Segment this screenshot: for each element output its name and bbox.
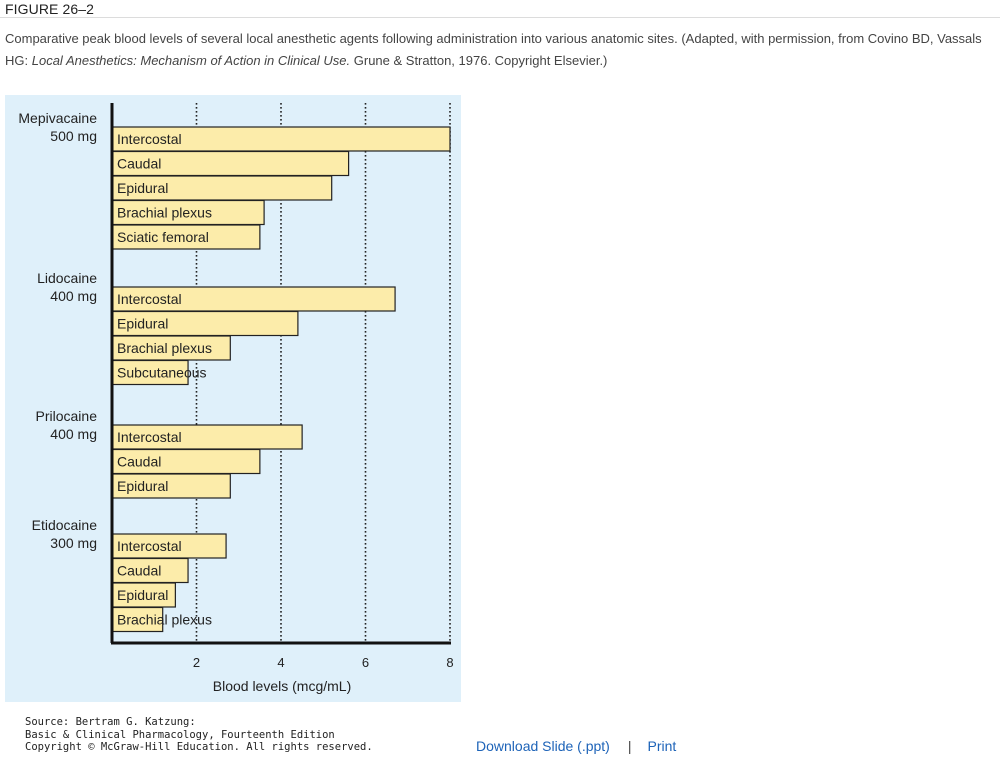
x-axis-title: Blood levels (mcg/mL) [213,678,352,694]
x-tick-label: 4 [277,655,284,670]
bar [111,448,261,475]
bar [111,224,261,250]
x-tick-label: 6 [362,655,369,670]
agent-label: Prilocaine [36,408,98,424]
bar [111,150,350,177]
bar [111,199,265,226]
bar [111,286,396,312]
bar-site-label: Intercostal [117,538,182,554]
bar-site-label: Brachial plexus [117,340,212,356]
source-book: Basic & Clinical Pharmacology, Fourteent… [25,728,335,741]
print-link[interactable]: Print [647,738,677,754]
bar-site-label: Subcutaneous [117,365,207,381]
figure-caption: Comparative peak blood levels of several… [5,28,995,72]
bar [111,473,231,499]
bar-site-label: Epidural [117,316,168,332]
slide-actions: Download Slide (.ppt) | Print [476,738,676,754]
bar-site-label: Caudal [117,156,161,172]
caption-tail: Grune & Stratton, 1976. Copyright Elsevi… [350,53,608,68]
bar-site-label: Caudal [117,563,161,579]
bar-site-label: Caudal [117,454,161,470]
bar-site-label: Brachial plexus [117,205,212,221]
download-slide-link[interactable]: Download Slide (.ppt) [476,738,610,754]
bar-chart: Mepivacaine 500 mg Intercostal Caudal Epidur… [18,103,454,694]
bar [111,606,164,633]
bar-site-label: Sciatic femoral [117,229,209,245]
agent-label: Lidocaine [37,270,97,286]
title-divider [0,17,1000,18]
agent-label: Etidocaine [32,517,98,533]
figure-image-chart: Mepivacaine 500 mg Intercostal Caudal Epidur… [5,95,461,702]
caption-book-title: Local Anesthetics: Mechanism of Action i… [31,53,351,68]
agent-label: Mepivacaine [18,110,97,126]
source-copyright: Copyright © McGraw-Hill Education. All r… [25,741,373,754]
bar-site-label: Epidural [117,180,168,196]
dose-label: 400 mg [50,426,97,442]
bar [111,126,451,152]
caption-text: Comparative peak blood levels of several… [5,31,982,68]
action-separator: | [627,738,632,754]
figure-title: FIGURE 26–2 [5,1,95,17]
bar [111,557,189,584]
dose-label: 400 mg [50,288,97,304]
bar-site-label: Intercostal [117,291,182,307]
source-credit: Source: Bertram G. Katzung: Basic & Clin… [25,716,373,754]
x-tick-label: 8 [446,655,453,670]
bar-site-label: Intercostal [117,131,182,147]
bar-site-label: Intercostal [117,429,182,445]
dose-label: 300 mg [50,535,97,551]
bar-site-label: Brachial plexus [117,612,212,628]
dose-label: 500 mg [50,128,97,144]
bar [111,175,333,201]
bar-site-label: Epidural [117,478,168,494]
bar-site-label: Epidural [117,587,168,603]
source-author: Source: Bertram G. Katzung: [25,716,196,728]
x-tick-label: 2 [193,655,200,670]
